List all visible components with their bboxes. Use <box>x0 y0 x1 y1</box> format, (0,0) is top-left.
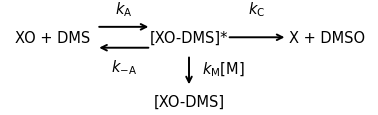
Text: $k_\mathrm{M}$[M]: $k_\mathrm{M}$[M] <box>202 60 245 78</box>
Text: $k_\mathrm{A}$: $k_\mathrm{A}$ <box>115 0 133 19</box>
Text: XO + DMS: XO + DMS <box>15 30 91 45</box>
Text: [XO-DMS]*: [XO-DMS]* <box>150 30 228 45</box>
Text: [XO-DMS]: [XO-DMS] <box>153 94 225 109</box>
Text: $k_\mathrm{-A}$: $k_\mathrm{-A}$ <box>111 57 137 76</box>
Text: $k_\mathrm{C}$: $k_\mathrm{C}$ <box>248 0 266 19</box>
Text: X + DMSO: X + DMSO <box>289 30 365 45</box>
